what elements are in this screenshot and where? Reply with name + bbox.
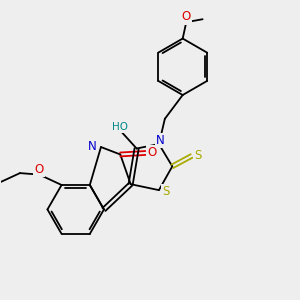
Text: S: S — [162, 185, 169, 198]
Text: S: S — [194, 149, 201, 162]
Text: O: O — [148, 146, 157, 160]
Text: HO: HO — [112, 122, 128, 132]
Text: O: O — [35, 163, 44, 176]
Text: N: N — [156, 134, 165, 147]
Text: O: O — [182, 10, 191, 23]
Text: N: N — [88, 140, 97, 153]
